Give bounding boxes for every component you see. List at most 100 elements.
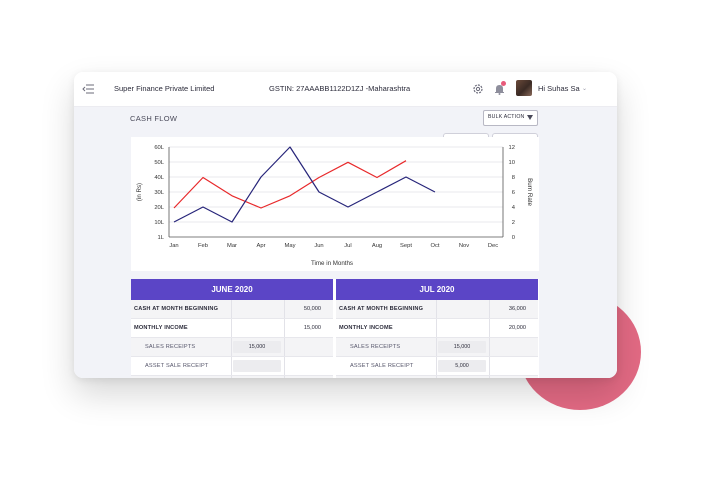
- y2-tick-label: 10: [509, 160, 515, 166]
- toolbar-button[interactable]: [443, 133, 489, 140]
- cell-divider: [489, 357, 490, 375]
- table-row: [336, 376, 538, 378]
- y2-tick-label: 4: [512, 205, 516, 211]
- page-title: CASH FLOW: [130, 114, 178, 123]
- row-label: MONTHLY INCOME: [339, 325, 393, 331]
- cash-flow-table: JUNE 2020 CASH AT MONTH BEGINNING 50,000 MO…: [131, 279, 539, 378]
- cell-divider: [489, 376, 490, 378]
- row-total: 15,000: [303, 325, 321, 331]
- cell-divider: [436, 300, 437, 318]
- row-total: 36,000: [508, 306, 526, 312]
- x-tick-label: Nov: [459, 243, 469, 249]
- cell-divider: [436, 338, 437, 356]
- cell-divider: [489, 319, 490, 337]
- amount-input[interactable]: [233, 360, 281, 372]
- x-tick-label: May: [285, 243, 296, 249]
- gear-icon[interactable]: [472, 83, 484, 95]
- month-column: JUL 2020 CASH AT MONTH BEGINNING 36,000 MON…: [336, 279, 538, 378]
- amount-input[interactable]: [438, 360, 486, 372]
- section-header: CASH FLOW BULK ACTION: [74, 107, 617, 131]
- cash-flow-chart: 1L 0 10L 2 20L 4 30L 6 40L 8 50L 10 60L 12 Jan Feb Mar Ap…: [131, 137, 539, 271]
- bulk-action-label: BULK ACTION: [488, 114, 525, 120]
- row-label: SALES RECEIPTS: [145, 344, 196, 350]
- amount-input-value: 15,000: [248, 344, 266, 350]
- row-label: ASSET SALE RECEIPT: [350, 363, 414, 369]
- x-tick-label: Apr: [256, 243, 265, 249]
- series-line-1: [173, 160, 407, 209]
- x-tick-label: Jun: [314, 243, 323, 249]
- table-row: [131, 376, 333, 378]
- y2-tick-label: 8: [512, 175, 515, 181]
- avatar[interactable]: [516, 80, 532, 96]
- chevron-down-icon[interactable]: ⌄: [582, 86, 588, 92]
- user-greeting[interactable]: Hi Suhas Sa: [538, 84, 580, 93]
- gstin-selector[interactable]: GSTIN: 27AAABB1122D1ZJ -Maharashtra: [269, 84, 411, 93]
- company-name[interactable]: Super Finance Private Limited: [114, 84, 215, 93]
- row-label: CASH AT MONTH BEGINNING: [134, 306, 219, 312]
- caret-down-icon: [527, 115, 533, 120]
- month-header: JUL 2020: [336, 279, 538, 300]
- cell-divider: [231, 357, 232, 375]
- table-row: CASH AT MONTH BEGINNING 36,000: [336, 300, 538, 319]
- row-label: ASSET SALE RECEIPT: [145, 363, 209, 369]
- y-tick-label: 20L: [154, 205, 164, 211]
- x-tick-label: Dec: [488, 243, 498, 249]
- cell-divider: [489, 300, 490, 318]
- y2-tick-label: 6: [512, 190, 515, 196]
- y-tick-label: 50L: [154, 160, 164, 166]
- bell-icon[interactable]: [494, 83, 505, 95]
- table-row: MONTHLY INCOME 15,000: [131, 319, 333, 338]
- toolbar-button[interactable]: [492, 133, 538, 140]
- month-header: JUNE 2020: [131, 279, 333, 300]
- x-tick-label: Oct: [430, 243, 439, 249]
- x-tick-label: Jul: [344, 243, 351, 249]
- month-column: JUNE 2020 CASH AT MONTH BEGINNING 50,000 MO…: [131, 279, 333, 378]
- y-tick-label: 10L: [154, 220, 164, 226]
- y2-tick-label: 0: [512, 235, 515, 241]
- main-content: 1L 0 10L 2 20L 4 30L 6 40L 8 50L 10 60L 12 Jan Feb Mar Ap…: [74, 131, 617, 378]
- amount-input[interactable]: [233, 341, 281, 353]
- top-bar: Super Finance Private Limited GSTIN: 27A…: [74, 72, 617, 107]
- table-row: MONTHLY INCOME 20,000: [336, 319, 538, 338]
- y-tick-label: 30L: [154, 190, 164, 196]
- series-line-2: [173, 146, 436, 223]
- cell-divider: [284, 319, 285, 337]
- y-tick-label: 40L: [154, 175, 164, 181]
- cell-divider: [284, 357, 285, 375]
- y2-tick-label: 2: [512, 220, 515, 226]
- row-label: MONTHLY INCOME: [134, 325, 188, 331]
- cell-divider: [489, 338, 490, 356]
- cell-divider: [284, 376, 285, 378]
- menu-collapse-icon[interactable]: [82, 83, 95, 95]
- app-window: Super Finance Private Limited GSTIN: 27A…: [74, 72, 617, 378]
- table-row: CASH AT MONTH BEGINNING 50,000: [131, 300, 333, 319]
- y-tick-label: 1L: [158, 235, 165, 241]
- table-row: ASSET SALE RECEIPT 5,000: [336, 357, 538, 376]
- bulk-action-button[interactable]: BULK ACTION: [483, 110, 538, 126]
- cell-divider: [284, 300, 285, 318]
- chevron-down-icon[interactable]: ⌄: [401, 86, 407, 92]
- y-axis-label: (in Rs): [136, 183, 143, 201]
- x-tick-label: Aug: [372, 243, 382, 249]
- cell-divider: [436, 319, 437, 337]
- amount-input[interactable]: [438, 341, 486, 353]
- cell-divider: [284, 338, 285, 356]
- cell-divider: [436, 376, 437, 378]
- x-tick-label: Feb: [198, 243, 208, 249]
- table-row: SALES RECEIPTS 15,000: [336, 338, 538, 357]
- y2-axis-label: Burn Rate: [526, 178, 533, 206]
- x-axis-label: Time in Months: [311, 260, 353, 267]
- table-row: SALES RECEIPTS 15,000: [131, 338, 333, 357]
- x-tick-label: Sept: [400, 243, 412, 249]
- row-total: 20,000: [508, 325, 526, 331]
- cell-divider: [231, 376, 232, 378]
- x-tick-label: Mar: [227, 243, 237, 249]
- cell-divider: [231, 338, 232, 356]
- x-tick-label: Jan: [169, 243, 178, 249]
- amount-input-value: 15,000: [453, 344, 471, 350]
- y2-tick-label: 12: [509, 145, 515, 151]
- chart-svg: 1L 0 10L 2 20L 4 30L 6 40L 8 50L 10 60L 12 Jan Feb Mar Ap…: [136, 145, 533, 267]
- y-tick-label: 60L: [154, 145, 164, 151]
- cell-divider: [231, 300, 232, 318]
- notification-badge: [501, 81, 506, 86]
